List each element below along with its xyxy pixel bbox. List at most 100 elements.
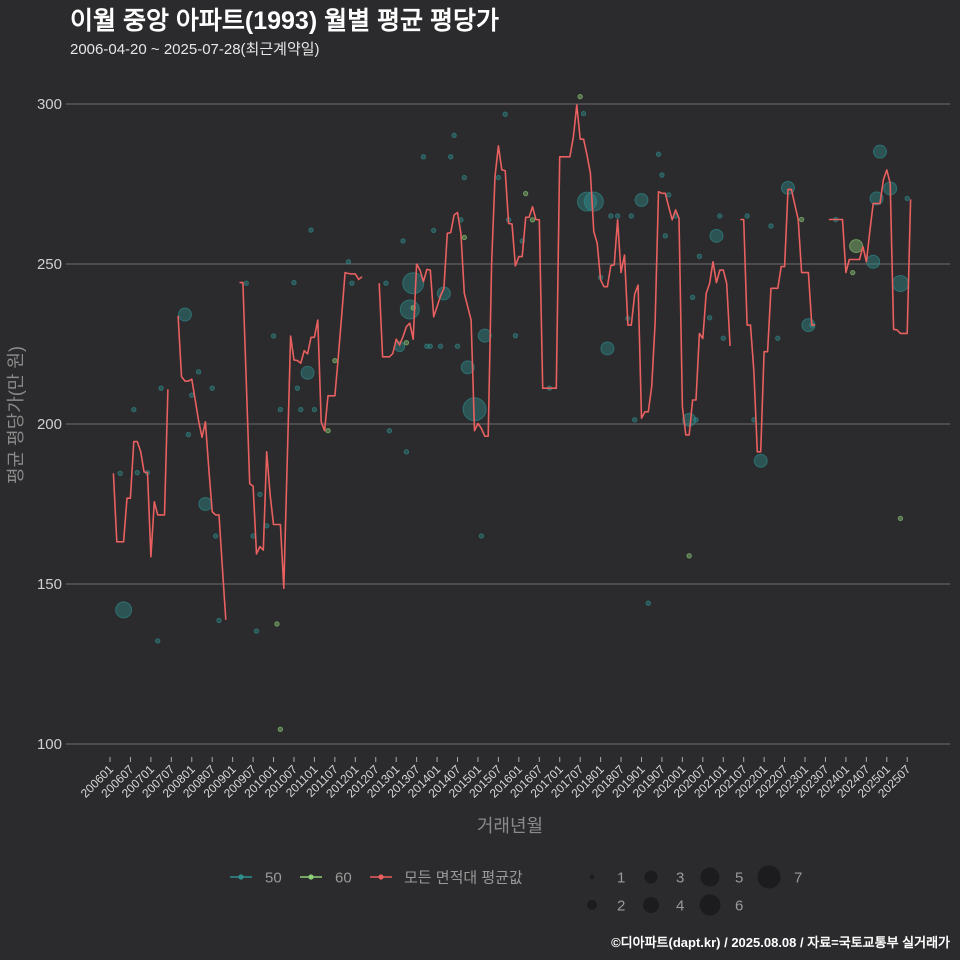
y-tick-label: 300	[37, 96, 62, 113]
scatter-point-50	[253, 628, 260, 634]
scatter-point-50	[189, 392, 195, 398]
scatter-point-60	[577, 93, 583, 100]
scatter-point-50	[717, 213, 723, 219]
scatter-point-50	[349, 280, 355, 286]
legend-label-60: 60	[335, 870, 352, 887]
scatter-point-60	[849, 239, 864, 254]
scatter-point-50	[131, 406, 137, 413]
scatter-point-50	[185, 431, 192, 438]
average-line-segment	[828, 169, 912, 335]
scatter-point-50	[420, 154, 427, 160]
scatter-point-50	[300, 365, 315, 380]
scatter-point-60	[798, 216, 805, 223]
scatter-point-50	[430, 227, 437, 234]
scatter-point-50	[753, 453, 768, 468]
y-tick-label: 100	[37, 736, 62, 753]
legend-sizes: 1 2 3 4 5 6 7	[587, 865, 802, 916]
scatter-point-50	[451, 132, 457, 139]
scatter-point-50	[345, 259, 352, 265]
size-legend-label: 5	[735, 870, 743, 887]
scatter-point-50	[477, 328, 492, 343]
scatter-point-50	[872, 144, 887, 159]
average-line-segment	[378, 104, 731, 437]
x-axis-title: 거래년월	[477, 816, 543, 836]
scatter-point-50	[580, 110, 587, 117]
scatter-point-50	[115, 601, 133, 619]
size-legend-label: 2	[617, 898, 625, 915]
legend-label-avg: 모든 면적대 평균값	[404, 870, 523, 887]
scatter-point-50	[402, 272, 425, 295]
scatter-point-60	[461, 234, 468, 241]
average-line-segment	[740, 188, 816, 453]
average-line	[112, 104, 912, 620]
average-line-segment	[239, 271, 363, 589]
legend-series: 50 60 모든 면적대 평균값	[230, 870, 523, 887]
scatter-point-50	[291, 279, 297, 286]
size-legend-circle-icon	[643, 897, 659, 913]
size-legend-label: 1	[617, 870, 625, 887]
size-legend-circle-icon	[700, 867, 720, 887]
y-tick-label: 250	[37, 256, 62, 273]
size-legend-circle-icon	[757, 865, 781, 889]
scatter-point-50	[298, 406, 304, 413]
size-legend-circle-icon	[699, 894, 721, 916]
scatter-point-50	[158, 385, 164, 391]
scatter-point-50	[600, 341, 615, 356]
scatter-point-50	[583, 191, 604, 212]
scatter-point-60	[332, 357, 338, 364]
scatter-point-50	[693, 417, 699, 423]
scatter-point-50	[270, 333, 277, 339]
footer-credit: ©디아파트(dapt.kr) / 2025.08.08 / 자료=국토교통부 실…	[611, 935, 950, 950]
scatter-point-50	[744, 213, 750, 219]
scatter-point-50	[655, 151, 662, 157]
scatter-point-60	[274, 621, 280, 627]
scatter-point-50	[775, 335, 781, 341]
scatter-point-50	[696, 253, 703, 260]
scatter-point-50	[706, 315, 713, 321]
scatter-point-50	[403, 449, 410, 455]
y-axis-ticks: 100 150 200 250 300	[37, 96, 62, 753]
scatter-point-50	[308, 227, 314, 233]
scatter-point-50	[460, 360, 475, 375]
scatter-point-50	[768, 223, 774, 229]
scatter-point-60	[850, 269, 856, 276]
scatter-point-50	[662, 233, 669, 239]
scatter-point-50	[448, 154, 454, 160]
scatter-point-50	[689, 294, 696, 300]
scatter-point-50	[628, 213, 634, 219]
chart-subtitle: 2006-04-20 ~ 2025-07-28(최근계약일)	[70, 41, 320, 58]
scatter-point-50	[386, 428, 393, 434]
scatter-point-50	[294, 385, 301, 391]
scatter-point-50	[645, 600, 652, 606]
chart-title: 이월 중앙 아파트(1993) 월별 평균 평당가	[70, 7, 499, 35]
scatter-point-50	[177, 307, 192, 322]
scatter-point-50	[400, 238, 406, 244]
scatter-point-50	[154, 638, 161, 644]
scatter-point-50	[512, 332, 519, 339]
average-line-segment	[177, 315, 227, 620]
scatter-point-50	[631, 417, 638, 423]
scatter-point-50	[250, 533, 256, 539]
scatter-point-50	[709, 228, 724, 243]
size-legend-circle-icon	[587, 900, 597, 910]
y-tick-label: 200	[37, 416, 62, 433]
size-legend-label: 7	[794, 870, 802, 887]
legend-label-50: 50	[265, 870, 282, 887]
scatter-point-60	[403, 340, 410, 346]
scatter-point-50	[117, 470, 123, 476]
scatter-point-50	[427, 343, 433, 349]
scatter-point-60	[686, 553, 692, 559]
size-legend-label: 3	[676, 870, 684, 887]
legend-dot-icon	[378, 874, 384, 880]
scatter-point-60	[529, 217, 536, 223]
scatter-point-50	[195, 369, 202, 375]
scatter-point-50	[614, 213, 621, 219]
scatter-point-50	[608, 213, 614, 219]
scatter-point-50	[277, 406, 284, 413]
scatter-point-50	[209, 385, 215, 391]
scatter-point-50	[399, 299, 420, 320]
scatter-point-60	[325, 428, 331, 434]
scatter-point-50	[659, 172, 665, 178]
grid-lines	[66, 103, 950, 745]
